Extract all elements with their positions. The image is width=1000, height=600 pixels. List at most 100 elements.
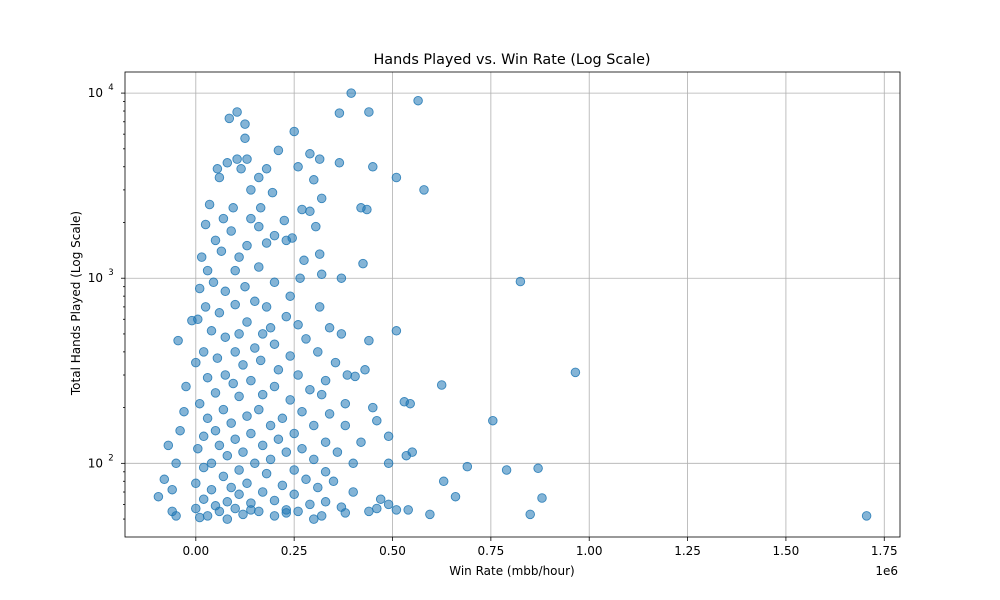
scatter-point: [273, 434, 284, 444]
scatter-point: [194, 283, 205, 294]
scatter-point: [340, 508, 351, 518]
scatter-point: [279, 215, 290, 226]
scatter-point: [450, 491, 461, 502]
scatter-point: [334, 158, 345, 168]
scatter-point: [261, 238, 272, 248]
scatter-point: [218, 213, 229, 224]
scatter-point: [383, 458, 394, 469]
scatter-point: [281, 311, 292, 322]
scatter-point: [419, 185, 429, 195]
y-tick-base: 10: [88, 271, 103, 285]
scatter-point: [238, 509, 248, 520]
scatter-point: [334, 108, 345, 118]
scatter-point: [309, 514, 319, 524]
x-axis-label: Win Rate (mbb/hour): [449, 564, 575, 578]
scatter-point: [261, 468, 272, 479]
y-tick-label: 10: [88, 271, 103, 285]
scatter-point: [171, 511, 181, 521]
scatter-point: [340, 398, 351, 409]
scatter-point: [413, 95, 423, 106]
scatter-point: [222, 450, 233, 461]
scatter-point: [501, 465, 512, 475]
scatter-point: [254, 221, 264, 232]
scatter-point: [234, 489, 244, 500]
scatter-point: [348, 458, 358, 469]
scatter-point: [313, 347, 323, 357]
y-tick-exponent: 4: [108, 83, 113, 93]
scatter-point: [218, 471, 229, 482]
scatter-point: [222, 158, 233, 168]
scatter-point: [232, 107, 242, 117]
scatter-point: [309, 175, 319, 185]
x-axis-offset-label: 1e6: [875, 564, 898, 578]
scatter-point: [196, 252, 207, 262]
scatter-point: [224, 113, 235, 124]
scatter-point: [163, 440, 174, 451]
scatter-point: [193, 443, 203, 454]
data-points: [153, 88, 872, 524]
scatter-point: [269, 495, 280, 506]
scatter-point: [250, 296, 260, 307]
scatter-point: [316, 269, 327, 280]
x-tick-label: 1.75: [871, 544, 898, 558]
scatter-point: [191, 357, 201, 368]
scatter-point: [364, 506, 374, 517]
scatter-point: [289, 465, 299, 475]
scatter-point: [210, 235, 221, 246]
scatter-point: [222, 497, 233, 507]
scatter-point: [293, 506, 303, 517]
scatter-point: [228, 378, 238, 389]
scatter-point: [570, 367, 581, 378]
grid: [125, 72, 900, 537]
scatter-point: [328, 476, 339, 487]
scatter-point: [202, 511, 213, 521]
scatter-point: [425, 509, 435, 520]
scatter-point: [214, 440, 225, 451]
scatter-point: [285, 351, 295, 361]
scatter-point: [234, 465, 244, 475]
y-tick-base: 10: [88, 456, 103, 470]
scatter-point: [462, 461, 473, 472]
x-tick-label: 0.25: [281, 544, 308, 558]
scatter-point: [198, 462, 209, 473]
scatter-point: [330, 357, 341, 368]
scatter-point: [236, 164, 246, 174]
y-tick-exponent: 3: [108, 268, 113, 278]
scatter-point: [202, 372, 213, 383]
scatter-point: [293, 162, 303, 172]
x-tick-label: 1.00: [576, 544, 603, 558]
scatter-point: [488, 415, 498, 426]
scatter-point: [269, 511, 280, 521]
scatter-point: [232, 154, 242, 164]
scatter-point: [206, 326, 217, 336]
scatter-point: [240, 281, 250, 292]
scatter-point: [340, 420, 351, 431]
scatter-point: [313, 482, 323, 493]
scatter-point: [257, 487, 268, 497]
x-tick-label: 0.50: [379, 544, 406, 558]
chart-title: Hands Played vs. Win Rate (Log Scale): [373, 52, 650, 68]
y-tick-base: 10: [88, 86, 103, 100]
scatter-point: [250, 343, 260, 353]
scatter-point: [226, 482, 236, 493]
scatter-point: [289, 428, 299, 439]
scatter-point: [242, 411, 252, 421]
scatter-point: [250, 458, 260, 469]
scatter-point: [537, 493, 547, 503]
scatter-point: [293, 370, 303, 380]
scatter-point: [383, 431, 394, 442]
scatter-point: [311, 221, 321, 232]
scatter-point: [309, 454, 319, 465]
scatter-point: [175, 425, 185, 436]
scatter-point: [269, 381, 280, 392]
scatter-point: [240, 133, 250, 144]
scatter-point: [202, 265, 213, 276]
scatter-point: [220, 332, 231, 342]
scatter-point: [194, 512, 205, 523]
scatter-point: [336, 329, 347, 339]
scatter-point: [198, 494, 209, 504]
scatter-point: [198, 347, 209, 357]
scatter-point: [206, 484, 217, 495]
scatter-point: [372, 415, 382, 426]
scatter-point: [299, 255, 309, 266]
